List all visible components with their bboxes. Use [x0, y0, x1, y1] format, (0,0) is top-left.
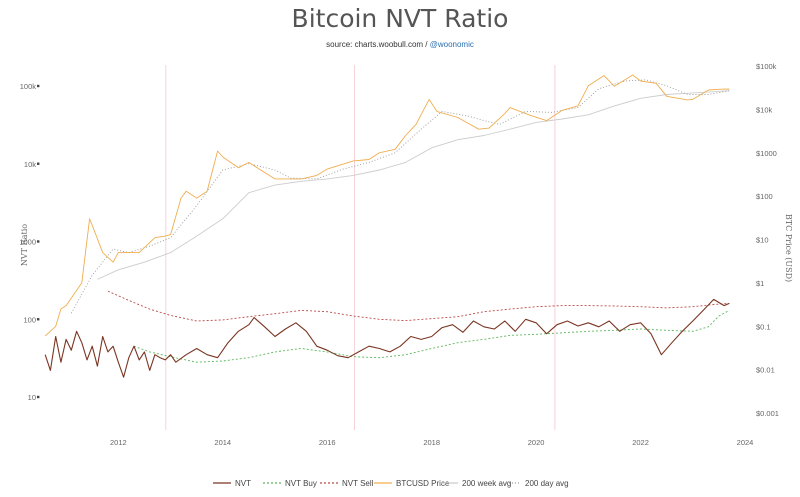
y-left-tick-label: 1000 [19, 238, 36, 247]
series-line-nvt-sell [107, 290, 730, 322]
chart-subtitle: source: charts.woobull.com / @woonomic [0, 40, 800, 49]
y-left-tick-mark [37, 240, 40, 243]
y-left-tick-label: 10 [28, 393, 36, 402]
y-right-tick-label: $10 [756, 236, 769, 245]
legend-item[interactable]: 200 week avg [440, 479, 511, 488]
halving-lines [165, 65, 556, 430]
y-right-axis-title: BTC Price (USD) [784, 214, 793, 282]
series-line-200-day-avg [70, 79, 730, 314]
y-left-tick-mark [37, 395, 40, 399]
series-line-nvt [44, 298, 730, 378]
legend-label: BTCUSD Price [396, 479, 450, 488]
x-tick-label: 2018 [423, 438, 440, 447]
y-left-tick-mark [37, 162, 40, 165]
y-right-tick-label: $100k [756, 62, 777, 71]
legend-label: NVT Buy [285, 479, 317, 488]
x-tick-label: 2014 [214, 438, 231, 447]
y-left-tick-label: 10k [24, 160, 36, 169]
legend-item[interactable]: BTCUSD Price [374, 479, 450, 488]
y-right-tick-label: $100 [756, 192, 773, 201]
subtitle-source: source: charts.woobull.com / [326, 40, 430, 49]
y-right-tick-label: $1000 [756, 149, 777, 158]
y-right-tick-label: $0.01 [756, 366, 775, 375]
x-tick-label: 2022 [632, 438, 649, 447]
y-right-tick-label: $0.001 [756, 409, 779, 418]
y-right-tick-label: $10k [756, 105, 773, 114]
y-right-tick-label: $1 [756, 279, 764, 288]
legend-label: NVT Sell [342, 479, 374, 488]
legend-item[interactable]: NVT Sell [320, 479, 374, 488]
legend-item[interactable]: NVT Buy [263, 479, 317, 488]
x-tick-label: 2016 [319, 438, 336, 447]
y-left-tick-mark [37, 84, 40, 88]
series-line-btcusd-price [44, 74, 730, 337]
chart-series [44, 74, 730, 378]
series-line-200-week-avg [97, 90, 730, 280]
x-tick-label: 2024 [737, 438, 754, 447]
legend-label: NVT [235, 479, 251, 488]
chart-legend[interactable]: NVT NVT Buy NVT Sell BTCUSD Price 200 week a… [213, 479, 569, 488]
legend-label: 200 day avg [525, 479, 569, 488]
x-tick-label: 2020 [528, 438, 545, 447]
y-left-tick-mark [37, 318, 40, 321]
legend-label: 200 week avg [462, 479, 511, 488]
legend-item[interactable]: NVT [213, 479, 251, 488]
chart-title: Bitcoin NVT Ratio [291, 4, 509, 33]
y-left-axis-title: NVT Ratio [20, 224, 29, 266]
x-tick-label: 2012 [110, 438, 127, 447]
y-left-tick-label: 100 [23, 315, 36, 324]
y-left-tick-label: 100k [20, 82, 37, 91]
chart-axes: 2012 2014 2016 2018 2020 2022 2024 10 100 1000 10k… [19, 62, 793, 447]
subtitle-handle-link[interactable]: @woonomic [429, 40, 474, 49]
y-right-tick-label: $0.1 [756, 322, 771, 331]
legend-item[interactable]: 200 day avg [503, 479, 569, 488]
